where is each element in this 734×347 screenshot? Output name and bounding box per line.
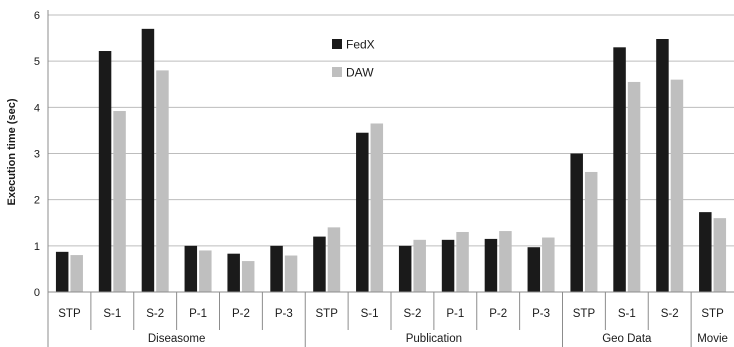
- bar-fedx: [313, 236, 326, 292]
- category-label: P-2: [232, 308, 250, 320]
- category-label: S-1: [361, 308, 379, 320]
- category-labels: STP S-1 S-2 P-1 P-2 P-3 STP S-1 S-2 P-1 P-2 P-3 STP S…: [58, 308, 724, 320]
- bar-fedx: [527, 247, 541, 292]
- bar-daw: [241, 261, 255, 292]
- category-label: S-2: [661, 308, 679, 320]
- legend-swatch-fedx: [332, 39, 342, 49]
- legend-label-daw: DAW: [346, 66, 374, 80]
- group-label: Publication: [406, 333, 462, 345]
- bar-daw: [199, 250, 212, 292]
- bar-daw: [413, 239, 426, 292]
- group-label: Movie: [697, 333, 728, 345]
- category-label: S-2: [403, 308, 421, 320]
- bar-fedx: [356, 132, 369, 292]
- y-tick-label: 2: [34, 195, 40, 207]
- bar-fedx: [98, 51, 112, 293]
- category-label: S-2: [146, 308, 164, 320]
- y-tick-label: 6: [34, 10, 40, 22]
- bar-daw: [70, 255, 83, 292]
- bar-fedx: [227, 253, 240, 292]
- bar-daw: [113, 111, 126, 292]
- category-label: STP: [701, 308, 724, 320]
- legend-swatch-daw: [332, 67, 342, 77]
- bar-daw: [627, 81, 641, 292]
- axes: [47, 10, 734, 347]
- legend: FedX DAW: [332, 38, 375, 80]
- bar-fedx: [55, 251, 69, 292]
- y-tick-label: 0: [34, 287, 40, 299]
- bar-daw: [456, 231, 469, 292]
- bar-daw: [584, 171, 598, 292]
- bar-fedx: [398, 245, 412, 292]
- category-label: P-1: [189, 308, 207, 320]
- category-label: P-3: [532, 308, 550, 320]
- y-tick-labels: 0 1 2 3 4 5 6: [34, 10, 40, 299]
- bar-daw: [370, 123, 384, 292]
- y-axis-label: Execution time (sec): [6, 98, 18, 205]
- bar-fedx: [570, 153, 583, 292]
- category-label: P-1: [446, 308, 464, 320]
- category-label: S-1: [618, 308, 636, 320]
- group-label: Geo Data: [602, 333, 652, 345]
- bar-daw: [156, 70, 169, 293]
- bar-daw: [670, 79, 684, 292]
- bar-fedx: [141, 28, 155, 292]
- category-label: STP: [316, 308, 339, 320]
- bars: [55, 28, 727, 293]
- y-tick-label: 1: [34, 241, 40, 253]
- y-tick-label: 4: [34, 102, 40, 114]
- bar-fedx: [270, 245, 283, 292]
- category-label: STP: [58, 308, 81, 320]
- category-label: S-1: [103, 308, 121, 320]
- category-label: P-3: [275, 308, 293, 320]
- bar-fedx: [184, 245, 198, 292]
- bar-daw: [327, 227, 341, 292]
- y-tick-label: 5: [34, 56, 40, 68]
- category-label: STP: [573, 308, 596, 320]
- bar-fedx: [656, 39, 669, 292]
- bar-daw: [284, 255, 298, 292]
- category-label: P-2: [489, 308, 507, 320]
- bar-daw: [542, 237, 555, 292]
- y-tick-label: 3: [34, 149, 40, 161]
- group-labels: Diseasome Publication Geo Data Movie: [148, 333, 728, 345]
- bar-fedx: [613, 47, 626, 292]
- bar-fedx: [699, 212, 712, 292]
- group-label: Diseasome: [148, 333, 206, 345]
- bar-daw: [499, 231, 512, 292]
- bar-daw: [713, 218, 727, 292]
- legend-label-fedx: FedX: [346, 38, 375, 52]
- bar-fedx: [484, 238, 498, 292]
- bar-fedx: [441, 239, 455, 292]
